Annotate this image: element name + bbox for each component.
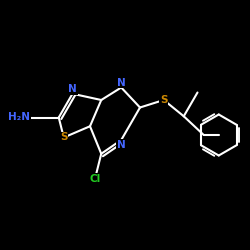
Text: N: N <box>117 140 126 150</box>
Text: S: S <box>160 95 168 105</box>
Text: H₂N: H₂N <box>8 112 30 122</box>
Text: S: S <box>60 132 68 142</box>
Text: N: N <box>117 78 126 88</box>
Text: N: N <box>68 84 77 94</box>
Text: Cl: Cl <box>90 174 101 184</box>
